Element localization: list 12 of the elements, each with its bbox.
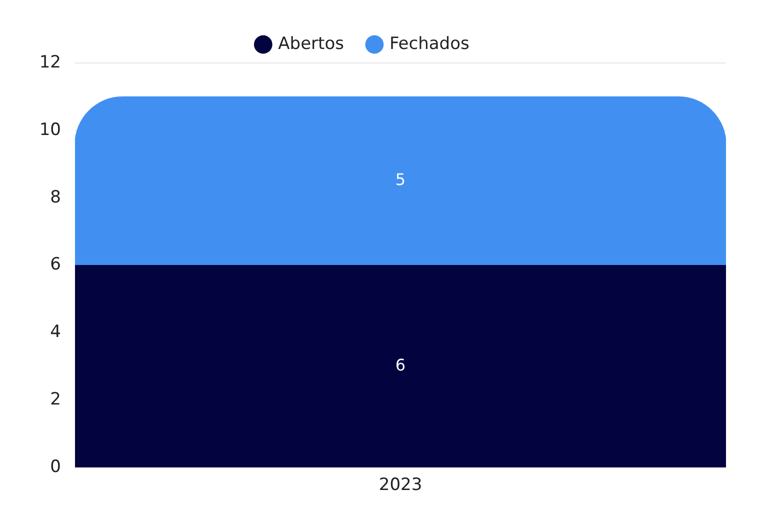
y-tick-label: 0 [50, 457, 61, 478]
y-tick-label: 6 [50, 254, 61, 275]
legend-label: Fechados [389, 34, 470, 54]
legend-label: Abertos [278, 34, 344, 54]
y-tick-label: 12 [39, 52, 61, 72]
y-tick-label: 4 [50, 322, 61, 342]
y-tick-label: 2 [50, 390, 61, 410]
data-label: 6 [395, 355, 406, 374]
data-label: 5 [395, 170, 406, 190]
y-tick-label: 10 [39, 120, 61, 140]
x-tick-label: 2023 [378, 475, 422, 496]
y-tick-label: 8 [50, 187, 61, 208]
